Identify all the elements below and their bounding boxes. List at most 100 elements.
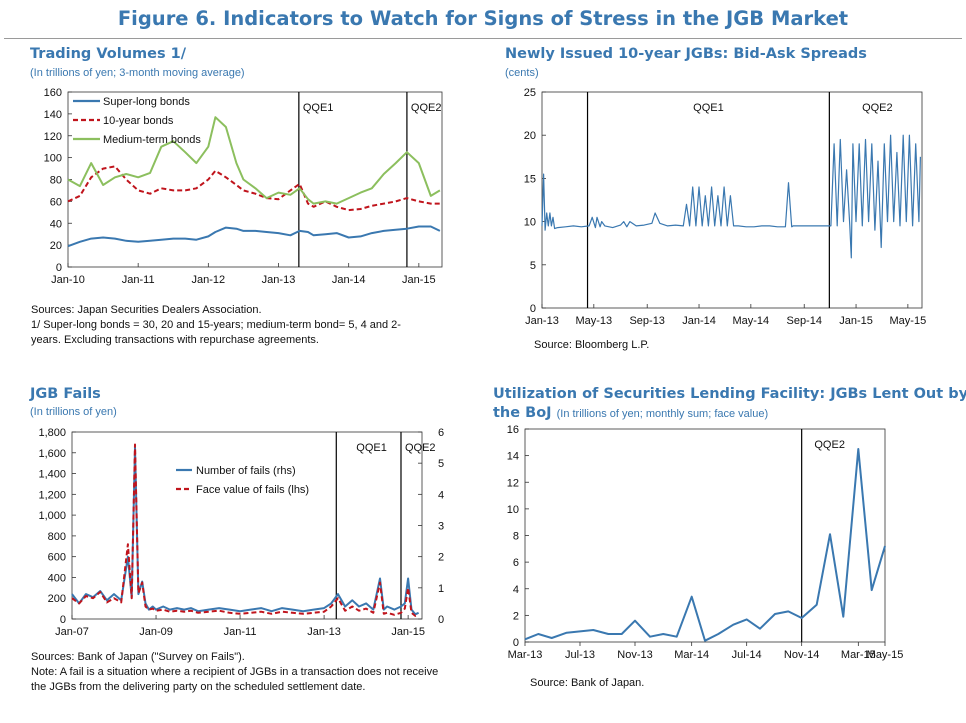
- spreads-ytick-label: 15: [524, 173, 536, 185]
- fails-legend-label: Number of fails (rhs): [196, 465, 296, 477]
- lending-ytick-label: 6: [513, 557, 519, 569]
- lending-xtick-label: Mar-13: [508, 649, 543, 661]
- trading-ytick-label: 0: [56, 262, 62, 274]
- lending-ytick-label: 4: [513, 584, 519, 596]
- fails-ytick-label: 1,600: [38, 448, 66, 460]
- trading-series-10-year-bonds: [67, 165, 440, 212]
- fails-ytick-right-label: 3: [438, 521, 444, 533]
- fails-ytick-right-label: 2: [438, 552, 444, 564]
- lending-note-line: Source: Bank of Japan.: [530, 677, 645, 689]
- trading-ytick-label: 100: [44, 153, 62, 165]
- lending-ytick-label: 14: [507, 451, 519, 463]
- trading-note-line: 1/ Super-long bonds = 30, 20 and 15-year…: [31, 319, 401, 331]
- trading-title: Trading Volumes 1/: [30, 46, 187, 62]
- lending-vline-label: QQE2: [814, 439, 845, 451]
- spreads-ytick-label: 25: [524, 87, 536, 99]
- lending-ytick-label: 16: [507, 424, 519, 436]
- lending-title-line1: Utilization of Securities Lending Facili…: [493, 386, 966, 402]
- fails-notes: Sources: Bank of Japan ("Survey on Fails…: [31, 650, 438, 695]
- fails-ytick-label: 400: [48, 572, 66, 584]
- fails-ytick-right-label: 4: [438, 489, 444, 501]
- fails-xtick-label: Jan-13: [307, 626, 341, 638]
- lending-xtick-label: Jul-14: [732, 649, 762, 661]
- fails-ytick-right-label: 6: [438, 427, 444, 439]
- fails-note-line: Sources: Bank of Japan ("Survey on Fails…: [31, 651, 245, 663]
- fails-xtick-label: Jan-15: [391, 626, 425, 638]
- fails-ytick-label: 1,200: [38, 489, 66, 501]
- trading-ytick-label: 140: [44, 109, 62, 121]
- spreads-series-0: [541, 134, 921, 259]
- fails-vline-label: QQE1: [356, 442, 387, 454]
- lending-xtick-label: Mar-15: [841, 649, 876, 661]
- trading-xtick-label: Jan-13: [262, 274, 296, 286]
- fails-series-face-value-of-fails-lhs: [71, 443, 419, 617]
- lending-series-0: [524, 448, 886, 642]
- spreads-ytick-label: 10: [524, 217, 536, 229]
- lending-xtick-label: May-15: [867, 649, 904, 661]
- spreads-subtitle: (cents): [505, 67, 539, 79]
- spreads-ytick-label: 0: [530, 303, 536, 315]
- fails-xtick-label: Jan-11: [224, 626, 257, 638]
- spreads-xtick-label: Sep-13: [629, 315, 664, 327]
- trading-ytick-label: 80: [50, 175, 62, 187]
- trading-ytick-label: 160: [44, 87, 62, 99]
- spreads-note-line: Source: Bloomberg L.P.: [534, 339, 650, 351]
- fails-subtitle: (In trillions of yen): [30, 406, 117, 418]
- spreads-xtick-label: Sep-14: [786, 315, 821, 327]
- spreads-ytick-label: 20: [524, 130, 536, 142]
- spreads-ytick-label: 5: [530, 260, 536, 272]
- trading-note-line: years. Excluding transactions with repur…: [31, 334, 319, 346]
- trading-note-line: Sources: Japan Securities Dealers Associ…: [31, 304, 262, 316]
- fails-ytick-label: 1,800: [38, 427, 66, 439]
- trading-xtick-label: Jan-14: [332, 274, 366, 286]
- fails-plot-border: [71, 431, 423, 620]
- fails-ytick-label: 1,000: [38, 510, 66, 522]
- trading-notes: Sources: Japan Securities Dealers Associ…: [31, 303, 401, 348]
- lending-subtitle: (In trillions of yen; monthly sum; face …: [556, 408, 769, 420]
- fails-legend-label: Face value of fails (lhs): [196, 484, 309, 496]
- trading-vline-label: QQE1: [303, 102, 334, 114]
- fails-ytick-right-label: 0: [438, 614, 444, 626]
- lending-ytick-label: 8: [513, 531, 519, 543]
- trading-xtick-label: Jan-15: [402, 274, 436, 286]
- trading-ytick-label: 40: [50, 218, 62, 230]
- lending-xtick-label: Mar-14: [674, 649, 709, 661]
- trading-legend-label: 10-year bonds: [103, 115, 174, 127]
- spreads-xtick-label: May-14: [732, 315, 769, 327]
- fails-ytick-right-label: 5: [438, 458, 444, 470]
- lending-ytick-label: 12: [507, 477, 519, 489]
- fails-ytick-right-label: 1: [438, 583, 444, 595]
- fails-ytick-label: 0: [60, 614, 66, 626]
- trading-xtick-label: Jan-12: [192, 274, 226, 286]
- trading-subtitle: (In trillions of yen; 3-month moving ave…: [30, 67, 245, 79]
- spreads-xtick-label: May-15: [890, 315, 927, 327]
- fails-ytick-label: 200: [48, 593, 66, 605]
- spreads-notes: Source: Bloomberg L.P.: [534, 338, 649, 353]
- fails-note-line: Note: A fail is a situation where a reci…: [31, 666, 439, 678]
- spreads-plot-border: [541, 91, 923, 309]
- trading-series-super-long-bonds: [67, 225, 441, 248]
- trading-xtick-label: Jan-10: [51, 274, 85, 286]
- spreads-title: Newly Issued 10-year JGBs: Bid-Ask Sprea…: [505, 46, 867, 62]
- lending-ytick-label: 0: [513, 637, 519, 649]
- trading-ytick-label: 60: [50, 196, 62, 208]
- fails-ytick-label: 800: [48, 531, 66, 543]
- trading-legend-label: Medium-term bonds: [103, 134, 201, 146]
- lending-xtick-label: Nov-13: [617, 649, 652, 661]
- lending-ytick-label: 2: [513, 610, 519, 622]
- fails-xtick-label: Jan-09: [139, 626, 173, 638]
- spreads-vline-label: QQE2: [862, 102, 893, 114]
- fails-ytick-label: 600: [48, 552, 66, 564]
- trading-xtick-label: Jan-11: [122, 274, 155, 286]
- figure-title: Figure 6. Indicators to Watch for Signs …: [117, 7, 849, 30]
- lending-ytick-label: 10: [507, 504, 519, 516]
- trading-ytick-label: 120: [44, 131, 62, 143]
- lending-xtick-label: Jul-13: [565, 649, 595, 661]
- lending-notes: Source: Bank of Japan.: [530, 676, 644, 691]
- trading-ytick-label: 20: [50, 240, 62, 252]
- trading-vline-label: QQE2: [411, 102, 442, 114]
- title-divider: [4, 38, 962, 39]
- fails-vline-label: QQE2: [405, 442, 436, 454]
- fails-note-line: the JGBs from the delivering party on th…: [31, 681, 366, 693]
